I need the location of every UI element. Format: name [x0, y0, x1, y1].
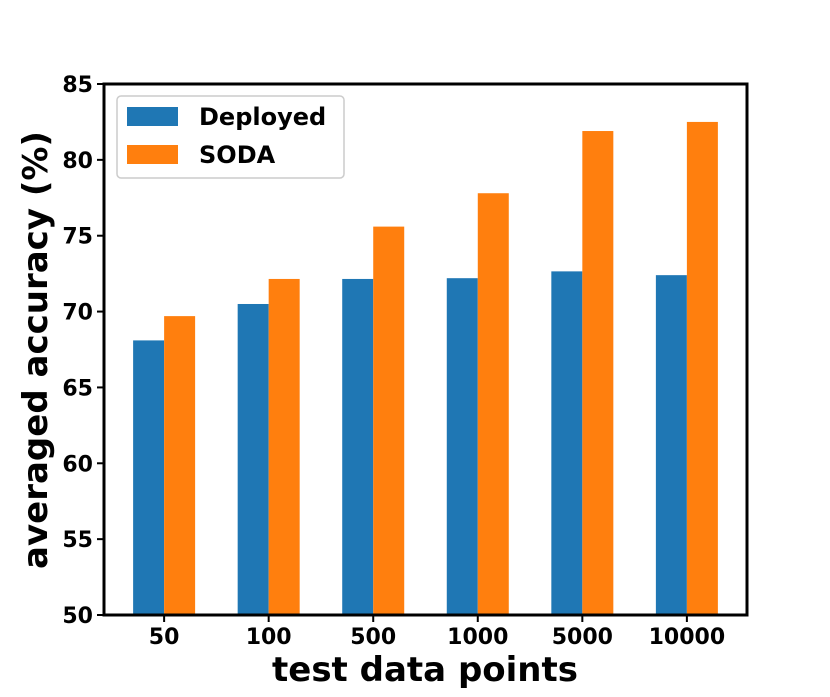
bar-soda-50: [164, 316, 196, 615]
bar-deployed-10000: [655, 275, 687, 615]
y-tick-label: 65: [62, 376, 93, 401]
bar-soda-5000: [582, 131, 614, 615]
x-tick-label: 1000: [447, 625, 508, 650]
y-tick-label: 80: [62, 149, 93, 174]
plot-frame: [102, 82, 749, 617]
legend-label-deployed: Deployed: [199, 103, 326, 131]
y-tick-label: 75: [62, 225, 93, 250]
y-tick-label: 60: [62, 452, 93, 477]
y-tick-label: 70: [62, 301, 93, 326]
x-tick-label: 5000: [552, 625, 613, 650]
bar-soda-1000: [477, 193, 509, 616]
x-tick-label: 50: [149, 625, 180, 650]
legend-swatch-deployed: [127, 107, 178, 126]
legend: Deployed SODA: [116, 95, 345, 179]
bar-deployed-100: [237, 303, 269, 615]
y-tick-label: 50: [62, 604, 93, 629]
bar-deployed-1000: [446, 278, 478, 615]
y-axis-title: averaged accuracy (%): [16, 131, 56, 569]
bar-soda-10000: [686, 121, 718, 616]
x-tick-label: 500: [350, 625, 396, 650]
ticks-layer: 50 100 500 1000 5000 10000 50 55 60 65 70 75 80 85: [62, 73, 725, 650]
bar-deployed-5000: [551, 271, 583, 615]
y-tick-label: 55: [62, 528, 93, 553]
legend-label-soda: SODA: [199, 141, 276, 169]
y-tick-label: 85: [62, 73, 93, 98]
bar-soda-100: [268, 278, 300, 615]
legend-swatch-soda: [127, 145, 178, 164]
bars-layer: [133, 121, 718, 616]
x-axis-title: test data points: [272, 650, 578, 690]
x-tick-label: 100: [246, 625, 292, 650]
bar-soda-500: [373, 226, 405, 616]
bar-deployed-50: [133, 340, 165, 615]
x-tick-label: 10000: [649, 625, 726, 650]
bar-deployed-500: [342, 278, 374, 615]
